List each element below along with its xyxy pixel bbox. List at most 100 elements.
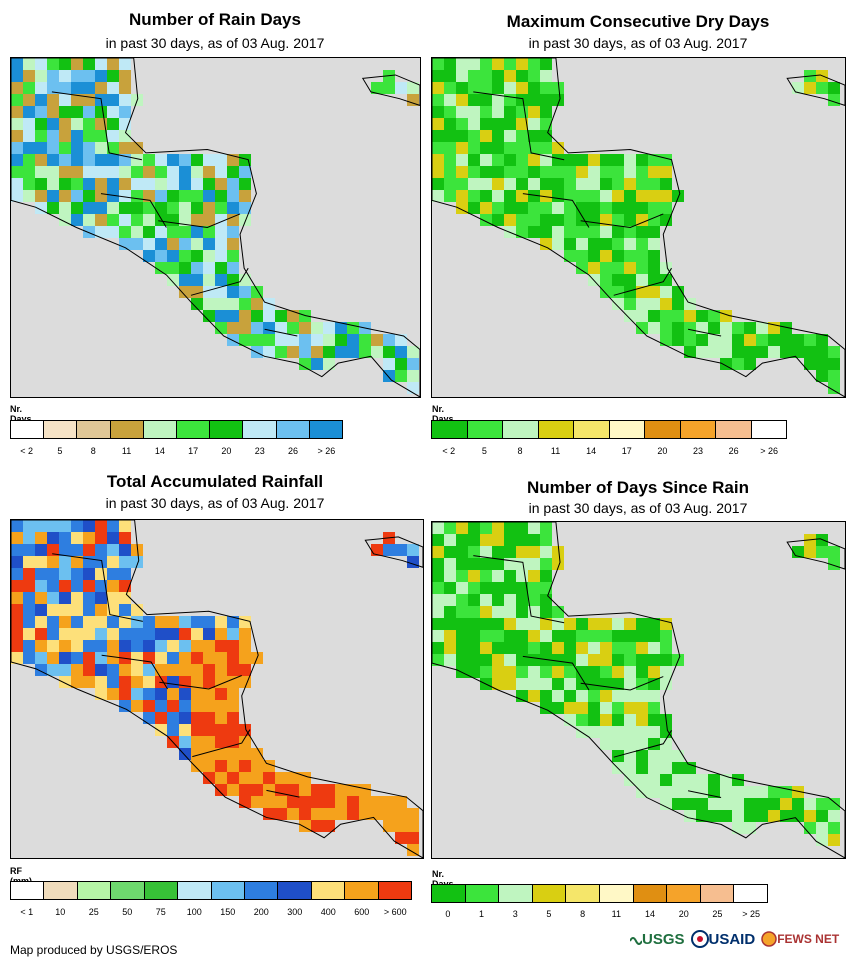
map-grid-cell bbox=[287, 334, 299, 346]
country-border bbox=[266, 789, 300, 798]
map-grid-cell bbox=[191, 286, 203, 298]
map-grid-cell bbox=[540, 630, 552, 642]
legend-label: 8 bbox=[90, 446, 96, 456]
legend-swatch bbox=[211, 882, 245, 899]
legend-label: 8 bbox=[580, 909, 586, 919]
map-grid-cell bbox=[407, 82, 419, 94]
map-grid-cell bbox=[59, 118, 71, 130]
map-grid-cell bbox=[456, 618, 468, 630]
map-grid-cell bbox=[263, 784, 275, 796]
map-grid-cell bbox=[696, 310, 708, 322]
map-grid-cell bbox=[588, 654, 600, 666]
map-grid-cell bbox=[492, 606, 504, 618]
map-grid-cell bbox=[696, 786, 708, 798]
map-grid-cell bbox=[71, 202, 83, 214]
map-grid-cell bbox=[504, 654, 516, 666]
map-grid-cell bbox=[179, 712, 191, 724]
map-grid-cell bbox=[576, 702, 588, 714]
map-grid-cell bbox=[407, 544, 419, 556]
map-grid-cell bbox=[59, 202, 71, 214]
map-grid-cell bbox=[492, 678, 504, 690]
map-grid-cell bbox=[155, 724, 167, 736]
map-grid-cell bbox=[83, 652, 95, 664]
map-grid-cell bbox=[155, 166, 167, 178]
map-grid-cell bbox=[119, 640, 131, 652]
map-grid-cell bbox=[792, 334, 804, 346]
map-grid-cell bbox=[395, 832, 407, 844]
legend-label: 600 bbox=[354, 907, 370, 917]
map-grid-cell bbox=[660, 190, 672, 202]
map-grid-cell bbox=[636, 666, 648, 678]
legend-swatch bbox=[276, 421, 310, 438]
map-grid-cell bbox=[131, 142, 143, 154]
map-grid-cell bbox=[191, 166, 203, 178]
map-grid-cell bbox=[732, 346, 744, 358]
map-grid-cell bbox=[371, 334, 383, 346]
map-grid-cell bbox=[528, 166, 540, 178]
map-grid-cell bbox=[59, 556, 71, 568]
map-grid-cell bbox=[323, 784, 335, 796]
map-grid-cell bbox=[660, 214, 672, 226]
map-grid-cell bbox=[552, 642, 564, 654]
map-grid-cell bbox=[59, 616, 71, 628]
map-grid-cell bbox=[215, 262, 227, 274]
map-grid-cell bbox=[432, 618, 444, 630]
map-grid-cell bbox=[203, 628, 215, 640]
map-grid-cell bbox=[83, 592, 95, 604]
map-grid-cell bbox=[155, 616, 167, 628]
map-grid-cell bbox=[828, 370, 840, 382]
legend-label: < 1 bbox=[20, 907, 34, 917]
map-grid-cell bbox=[504, 594, 516, 606]
map-grid-cell bbox=[239, 298, 251, 310]
map-grid-cell bbox=[612, 238, 624, 250]
map-grid-cell bbox=[516, 642, 528, 654]
legend-swatch bbox=[11, 421, 45, 438]
map-grid-cell bbox=[444, 70, 456, 82]
map-grid-cell bbox=[444, 522, 456, 534]
map-grid-cell bbox=[203, 664, 215, 676]
map-grid-cell bbox=[612, 214, 624, 226]
map-grid-cell bbox=[191, 214, 203, 226]
map-grid-cell bbox=[59, 652, 71, 664]
map-grid-cell bbox=[624, 298, 636, 310]
map-grid-cell bbox=[516, 166, 528, 178]
map-grid-cell bbox=[203, 166, 215, 178]
map-grid-cell bbox=[600, 738, 612, 750]
map-grid-cell bbox=[71, 592, 83, 604]
map-grid-cell bbox=[71, 556, 83, 568]
map-grid-cell bbox=[456, 534, 468, 546]
map-grid-cell bbox=[588, 214, 600, 226]
map-grid-cell bbox=[95, 70, 107, 82]
map-grid-cell bbox=[215, 640, 227, 652]
map-grid-cell bbox=[540, 594, 552, 606]
map-grid-cell bbox=[816, 810, 828, 822]
legend-swatch bbox=[345, 882, 379, 899]
map-grid-cell bbox=[780, 322, 792, 334]
map-grid-cell bbox=[636, 262, 648, 274]
coastline bbox=[11, 58, 420, 397]
map-grid-cell bbox=[636, 702, 648, 714]
map-grid-cell bbox=[275, 772, 287, 784]
map-grid-cell bbox=[708, 346, 720, 358]
map-grid-cell bbox=[540, 534, 552, 546]
panel-subtitle: in past 30 days, as of 03 Aug. 2017 bbox=[105, 35, 325, 51]
map-grid-cell bbox=[191, 688, 203, 700]
map-grid-cell bbox=[359, 346, 371, 358]
map-grid-cell bbox=[480, 142, 492, 154]
map-grid-cell bbox=[275, 808, 287, 820]
map-grid-cell bbox=[504, 106, 516, 118]
map-grid-cell bbox=[504, 678, 516, 690]
map-grid-cell bbox=[395, 358, 407, 370]
map-grid-cell bbox=[119, 82, 131, 94]
map-grid-cell bbox=[119, 190, 131, 202]
map-grid-cell bbox=[744, 798, 756, 810]
country-border bbox=[100, 193, 167, 228]
map-grid-cell bbox=[119, 118, 131, 130]
legend-label: 1 bbox=[479, 909, 485, 919]
map-grid-cell bbox=[107, 640, 119, 652]
map-grid-cell bbox=[636, 726, 648, 738]
legend-swatch bbox=[210, 421, 244, 438]
map-grid-cell bbox=[480, 94, 492, 106]
map-grid-cell bbox=[432, 118, 444, 130]
legend-swatch bbox=[309, 421, 343, 438]
